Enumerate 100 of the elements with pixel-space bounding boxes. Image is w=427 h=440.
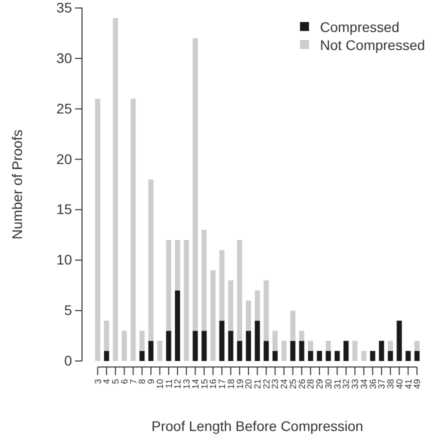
bar	[299, 340, 304, 361]
bar	[219, 320, 224, 361]
bar	[104, 350, 110, 361]
y-tick-label: 10	[56, 252, 72, 268]
bar	[139, 330, 145, 351]
bar	[378, 340, 384, 361]
bar	[237, 340, 242, 361]
x-tick-label: 24	[279, 379, 290, 390]
bar	[272, 350, 278, 361]
x-tick-label: 17	[217, 379, 228, 390]
bar	[343, 340, 349, 361]
legend-label: Compressed	[320, 18, 400, 35]
x-tick-label: 28	[306, 379, 316, 390]
y-tick-label: 0	[64, 352, 72, 368]
bar	[370, 350, 376, 361]
bar	[166, 240, 172, 331]
bar	[139, 350, 145, 361]
bar	[281, 340, 287, 361]
bar	[174, 290, 180, 361]
x-tick-label: 25	[288, 379, 298, 390]
bar	[361, 350, 366, 361]
x-tick-label: 13	[182, 379, 192, 390]
x-tick-label: 36	[368, 379, 378, 390]
x-tick-label: 19	[234, 379, 245, 390]
x-tick-label: 21	[252, 379, 262, 390]
bar	[352, 340, 358, 361]
bar	[290, 340, 296, 361]
bar	[228, 330, 234, 361]
bar	[414, 340, 420, 351]
x-tick-label: 6	[119, 379, 130, 384]
bar	[210, 270, 216, 361]
bar	[148, 340, 154, 361]
x-tick-label: 10	[154, 379, 165, 390]
y-tick-label: 15	[56, 201, 72, 218]
bar	[326, 340, 331, 351]
x-tick-label: 41	[403, 379, 414, 390]
x-tick-label: 32	[341, 379, 352, 390]
bar	[184, 240, 189, 361]
x-tick-label: 4	[102, 379, 112, 384]
bar	[308, 340, 314, 351]
bar	[237, 240, 242, 341]
y-tick-label: 35	[56, 0, 72, 16]
y-tick-label: 5	[64, 302, 72, 318]
x-axis-title: Proof Length Before Compression	[152, 418, 364, 434]
x-tick-label: 40	[394, 379, 404, 390]
x-tick-label: 5	[110, 379, 121, 384]
x-tick-label: 38	[386, 379, 396, 390]
legend-label: Not Compressed	[320, 36, 426, 53]
bar	[192, 330, 198, 361]
x-tick-label: 11	[164, 379, 174, 388]
x-tick-label: 23	[270, 379, 280, 390]
x-tick-label: 26	[296, 379, 307, 390]
bar	[414, 350, 420, 361]
bar	[396, 320, 402, 361]
bar	[192, 38, 198, 331]
bar	[130, 98, 136, 361]
bar	[219, 250, 224, 321]
x-tick-label: 37	[376, 379, 387, 390]
bar	[104, 320, 110, 351]
x-tick-label: 30	[323, 379, 334, 390]
bar	[326, 350, 331, 361]
bar	[254, 320, 260, 361]
bar	[299, 330, 304, 341]
y-tick-label: 25	[56, 100, 72, 116]
bar	[166, 330, 172, 361]
x-tick-label: 29	[314, 379, 325, 390]
x-tick-label: 14	[190, 379, 200, 390]
bar	[246, 300, 252, 331]
bar	[316, 350, 322, 361]
x-tick-label: 12	[172, 379, 183, 390]
bar	[157, 340, 162, 361]
x-tick-label: 34	[358, 379, 369, 390]
bar	[264, 340, 269, 361]
bar	[174, 240, 180, 290]
bar	[272, 330, 278, 351]
y-tick-label: 20	[56, 150, 72, 167]
x-tick-label: 49	[412, 379, 422, 390]
x-tick-label: 31	[332, 379, 342, 390]
y-tick-label: 30	[56, 50, 72, 66]
x-tick-label: 16	[208, 379, 218, 390]
x-tick-label: 8	[137, 379, 148, 384]
bar	[388, 350, 393, 361]
x-tick-label: 22	[261, 379, 272, 390]
x-tick-label: 9	[146, 379, 156, 384]
bar	[406, 350, 411, 361]
x-tick-label: 7	[128, 379, 138, 384]
bar	[202, 330, 207, 361]
bar	[308, 350, 314, 361]
x-tick-label: 20	[244, 379, 254, 390]
bar	[148, 179, 154, 341]
x-tick-label: 18	[226, 379, 236, 390]
x-tick-label: 3	[92, 379, 103, 384]
bar	[388, 340, 393, 351]
y-axis-title: Number of Proofs	[9, 130, 25, 240]
bar	[246, 330, 252, 361]
bar	[254, 290, 260, 321]
bar	[264, 280, 269, 341]
bar	[95, 98, 100, 361]
bar	[334, 350, 340, 361]
x-tick-label: 15	[199, 379, 210, 390]
